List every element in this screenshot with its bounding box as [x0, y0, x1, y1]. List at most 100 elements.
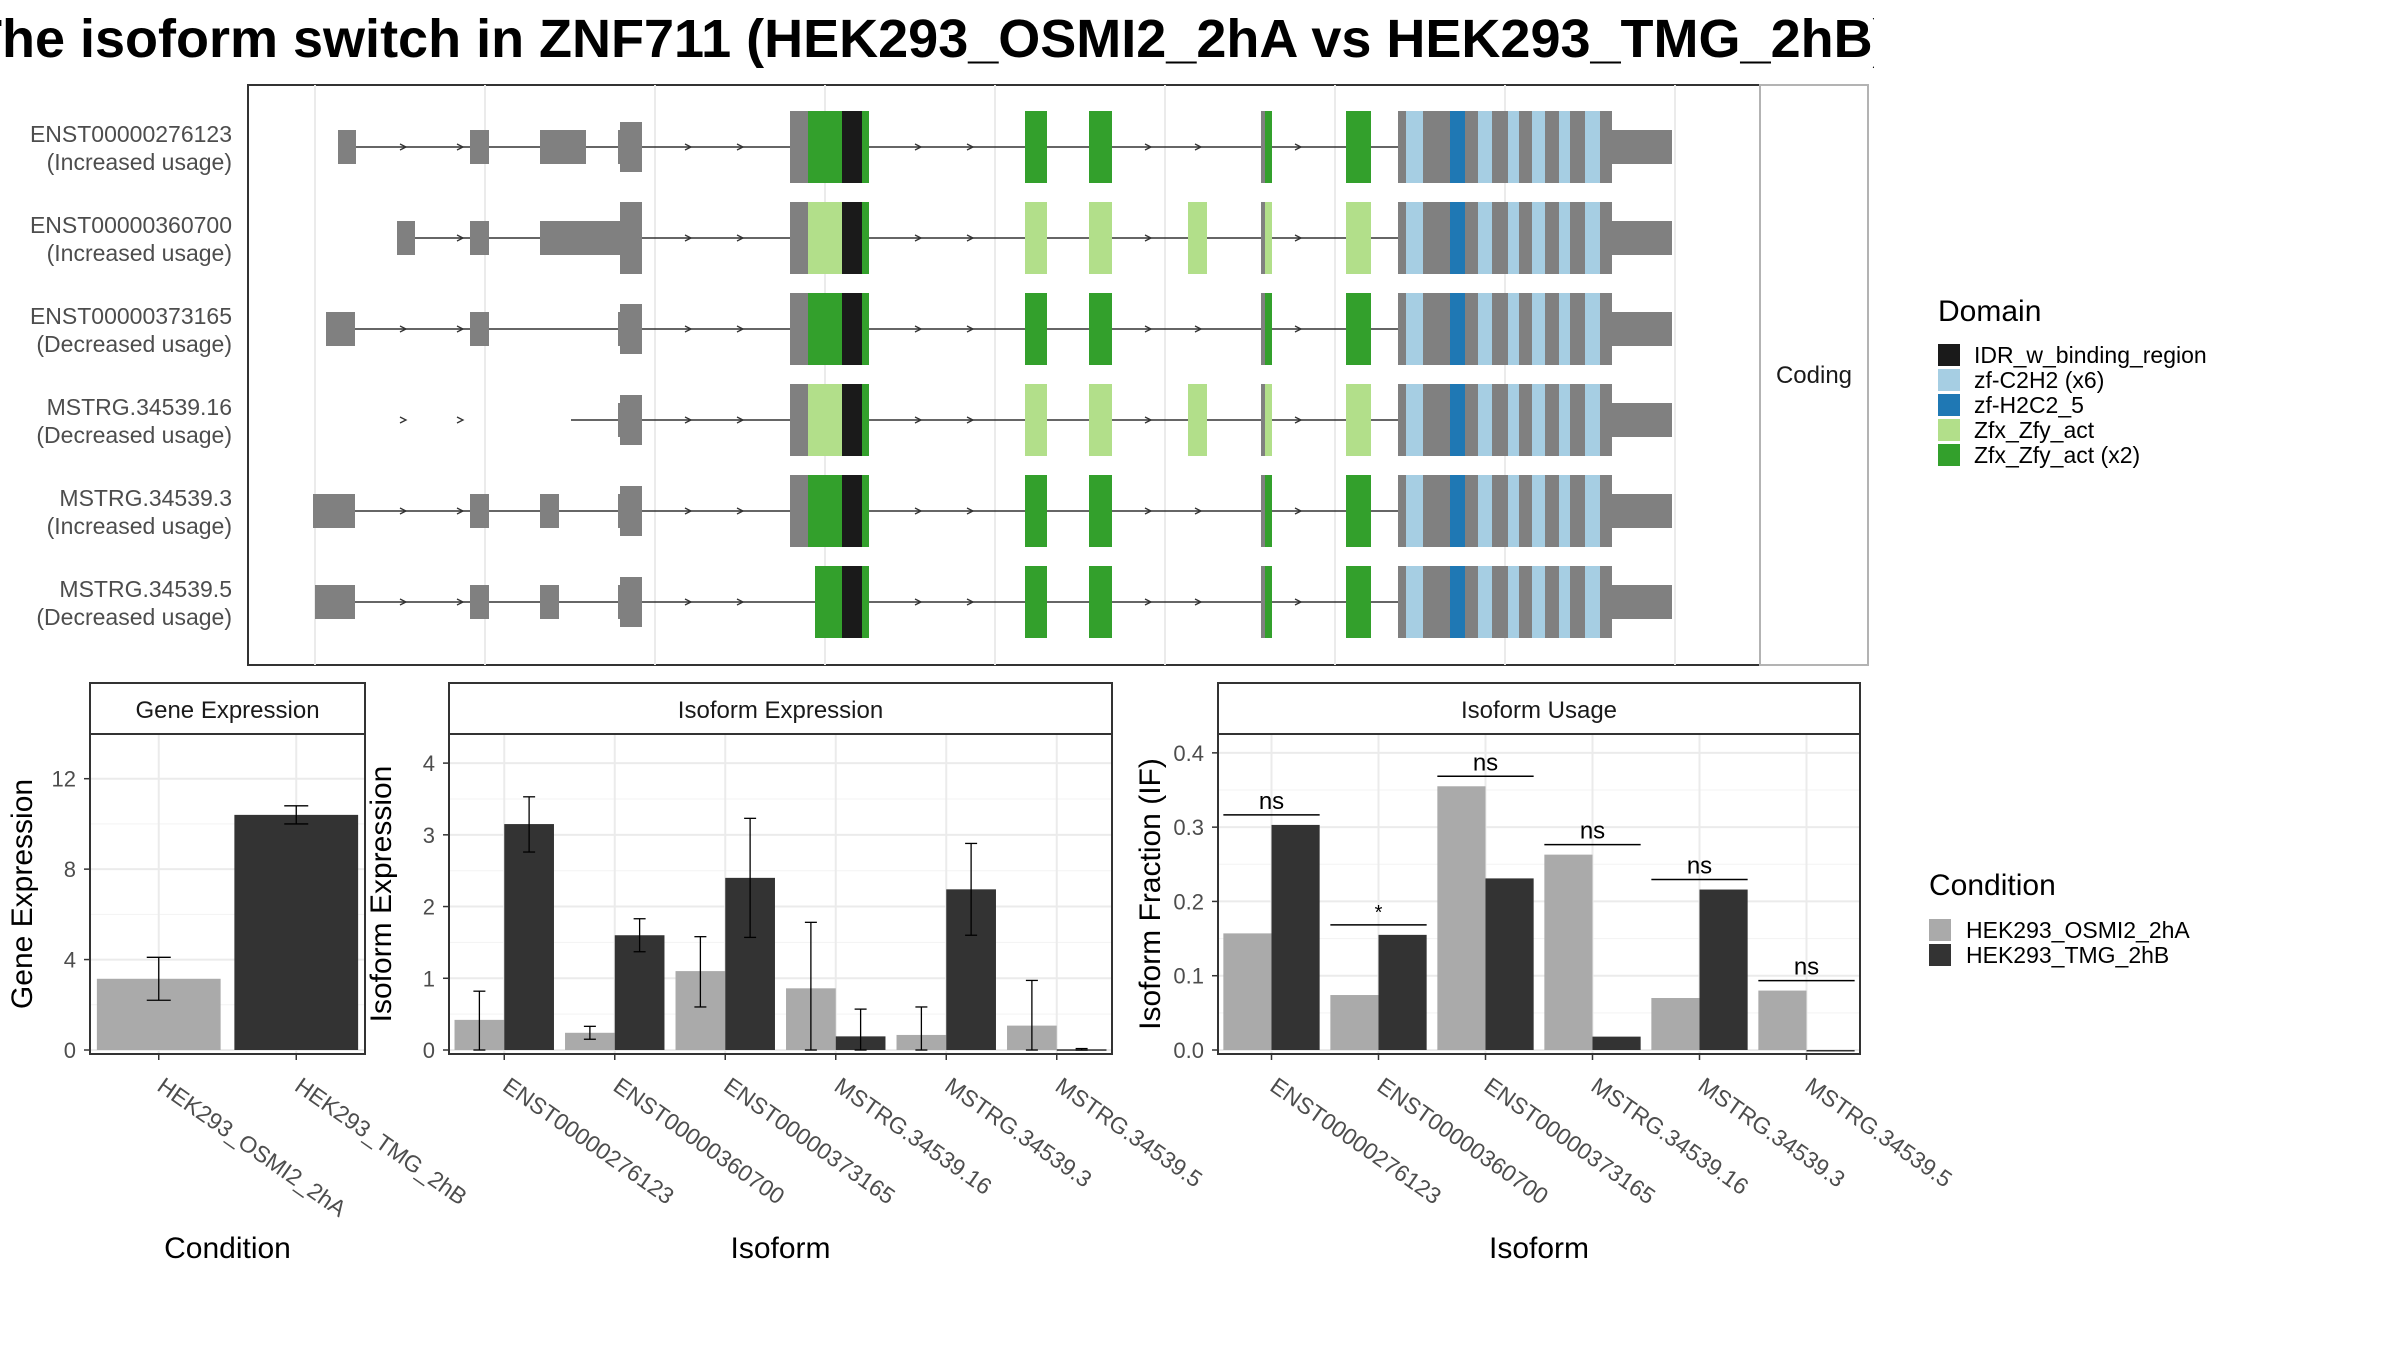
strand-arrow: [399, 416, 408, 424]
strand-arrow: [1194, 507, 1203, 515]
utr-exon: [397, 221, 415, 255]
domain-zf-c2h2: [1559, 111, 1570, 183]
strand-arrow: [736, 325, 745, 333]
domain-zf-c2h2: [1585, 111, 1600, 183]
coding-exon: [790, 475, 808, 547]
y-axis-title: Isoform Expression: [365, 766, 398, 1023]
domain-zfx-zfy-act: [1089, 566, 1112, 638]
domain-legend-label: Zfx_Zfy_act: [1974, 417, 2095, 443]
domain-zf-c2h2: [1585, 384, 1600, 456]
domain-zfx-zfy-act: [808, 475, 842, 547]
y-tick-label: 0: [64, 1038, 76, 1063]
domain-zf-h2c2-5: [1450, 202, 1465, 274]
domain-legend-key: [1938, 369, 1960, 391]
strand-arrow: [399, 598, 408, 606]
domain-zf-c2h2: [1478, 475, 1492, 547]
bar: [1271, 824, 1320, 1050]
isoform-structure-row-enst00000276123: [338, 111, 1672, 183]
domain-legend-key: [1938, 394, 1960, 416]
y-tick-label: 0: [423, 1038, 435, 1063]
coding-exon: [790, 384, 808, 456]
condition-legend-label: HEK293_OSMI2_2hA: [1966, 917, 2190, 943]
utr-exon: [470, 221, 489, 255]
panel-title: Isoform Usage: [1461, 697, 1617, 724]
strand-arrow: [736, 234, 745, 242]
utr-exon: [326, 312, 355, 346]
utr-exon: [470, 494, 489, 528]
domain-zfx-zfy-act: [1265, 202, 1272, 274]
domain-zfx-zfy-act: [1089, 475, 1112, 547]
domain-legend-key: [1938, 444, 1960, 466]
condition-legend-label: HEK293_TMG_2hB: [1966, 942, 2169, 968]
utr-exon: [470, 585, 489, 619]
isoform-label-status: (Decreased usage): [36, 331, 232, 357]
strand-arrow: [736, 416, 745, 424]
domain-zf-c2h2: [1478, 202, 1492, 274]
bar: [1378, 934, 1427, 1050]
y-tick-label: 0.1: [1173, 964, 1204, 989]
isoform-label-id: MSTRG.34539.16: [47, 394, 232, 420]
y-tick-label: 2: [423, 895, 435, 920]
strand-arrow: [736, 598, 745, 606]
bar: [1437, 786, 1486, 1050]
isoform-label-id: MSTRG.34539.5: [59, 576, 232, 602]
strand-arrow: [1144, 507, 1153, 515]
domain-zf-c2h2: [1406, 111, 1423, 183]
domain-zf-h2c2-5: [1450, 293, 1465, 365]
strand-arrow: [736, 507, 745, 515]
domain-zf-c2h2: [1406, 384, 1423, 456]
domain-legend-label: zf-C2H2 (x6): [1974, 367, 2104, 393]
y-tick-label: 0.0: [1173, 1038, 1204, 1063]
y-tick-label: 0.2: [1173, 889, 1204, 914]
strand-arrow: [1144, 325, 1153, 333]
domain-zfx-zfy-act: [862, 202, 869, 274]
utr-exon: [620, 202, 642, 274]
y-tick-label: 4: [423, 751, 435, 776]
domain-zf-c2h2: [1585, 566, 1600, 638]
isoform-label-status: (Increased usage): [47, 513, 232, 539]
utr-exon: [540, 585, 559, 619]
domain-zf-h2c2-5: [1450, 566, 1465, 638]
domain-zfx-zfy-act: [862, 293, 869, 365]
domain-zf-c2h2: [1532, 202, 1545, 274]
strand-arrow: [399, 143, 408, 151]
x-axis-title: Isoform: [730, 1232, 830, 1265]
utr-exon-3prime: [1612, 403, 1672, 437]
isoform-label-id: MSTRG.34539.3: [59, 485, 232, 511]
strand-arrow: [684, 507, 693, 515]
isoform-label-id: ENST00000360700: [30, 212, 232, 238]
domain-zfx-zfy-act: [1346, 566, 1371, 638]
domain-zf-c2h2: [1508, 111, 1519, 183]
strand-arrow: [456, 507, 465, 515]
domain-legend-title: Domain: [1938, 295, 2041, 328]
domain-zfx-zfy-act: [1265, 475, 1272, 547]
bar: [1485, 878, 1534, 1050]
domain-zfx-zfy-act: [1089, 384, 1112, 456]
strand-arrow: [914, 598, 923, 606]
utr-exon: [540, 130, 586, 164]
domain-zf-c2h2: [1508, 293, 1519, 365]
domain-zfx-zfy-act: [1346, 475, 1371, 547]
domain-zf-c2h2: [1478, 384, 1492, 456]
strand-arrow: [456, 234, 465, 242]
coding-exon: [1261, 384, 1265, 456]
isoform-structure-row-mstrg-34539-3: [313, 475, 1672, 547]
x-axis-title: Condition: [164, 1232, 291, 1265]
domain-legend-key: [1938, 419, 1960, 441]
domain-zf-c2h2: [1532, 111, 1545, 183]
bar: [1758, 990, 1807, 1050]
facet-label: Coding: [1776, 362, 1852, 389]
x-tick-label: ENST00000276123: [1266, 1072, 1446, 1209]
panel-strip: [1217, 682, 1861, 735]
chart-isoform-usage: 0.0 0.1 0.2 0.3 0.4 ns * ns ns ns ns Isoform Usage E…: [1134, 682, 1957, 1265]
domain-zf-c2h2: [1559, 384, 1570, 456]
strand-arrow: [966, 416, 975, 424]
bar: [565, 1032, 615, 1050]
strand-arrow: [684, 598, 693, 606]
utr-exon: [470, 312, 489, 346]
domain-zf-h2c2-5: [1450, 384, 1465, 456]
domain-zf-h2c2-5: [1450, 111, 1465, 183]
domain-zf-c2h2: [1406, 566, 1423, 638]
strand-arrow: [1144, 416, 1153, 424]
